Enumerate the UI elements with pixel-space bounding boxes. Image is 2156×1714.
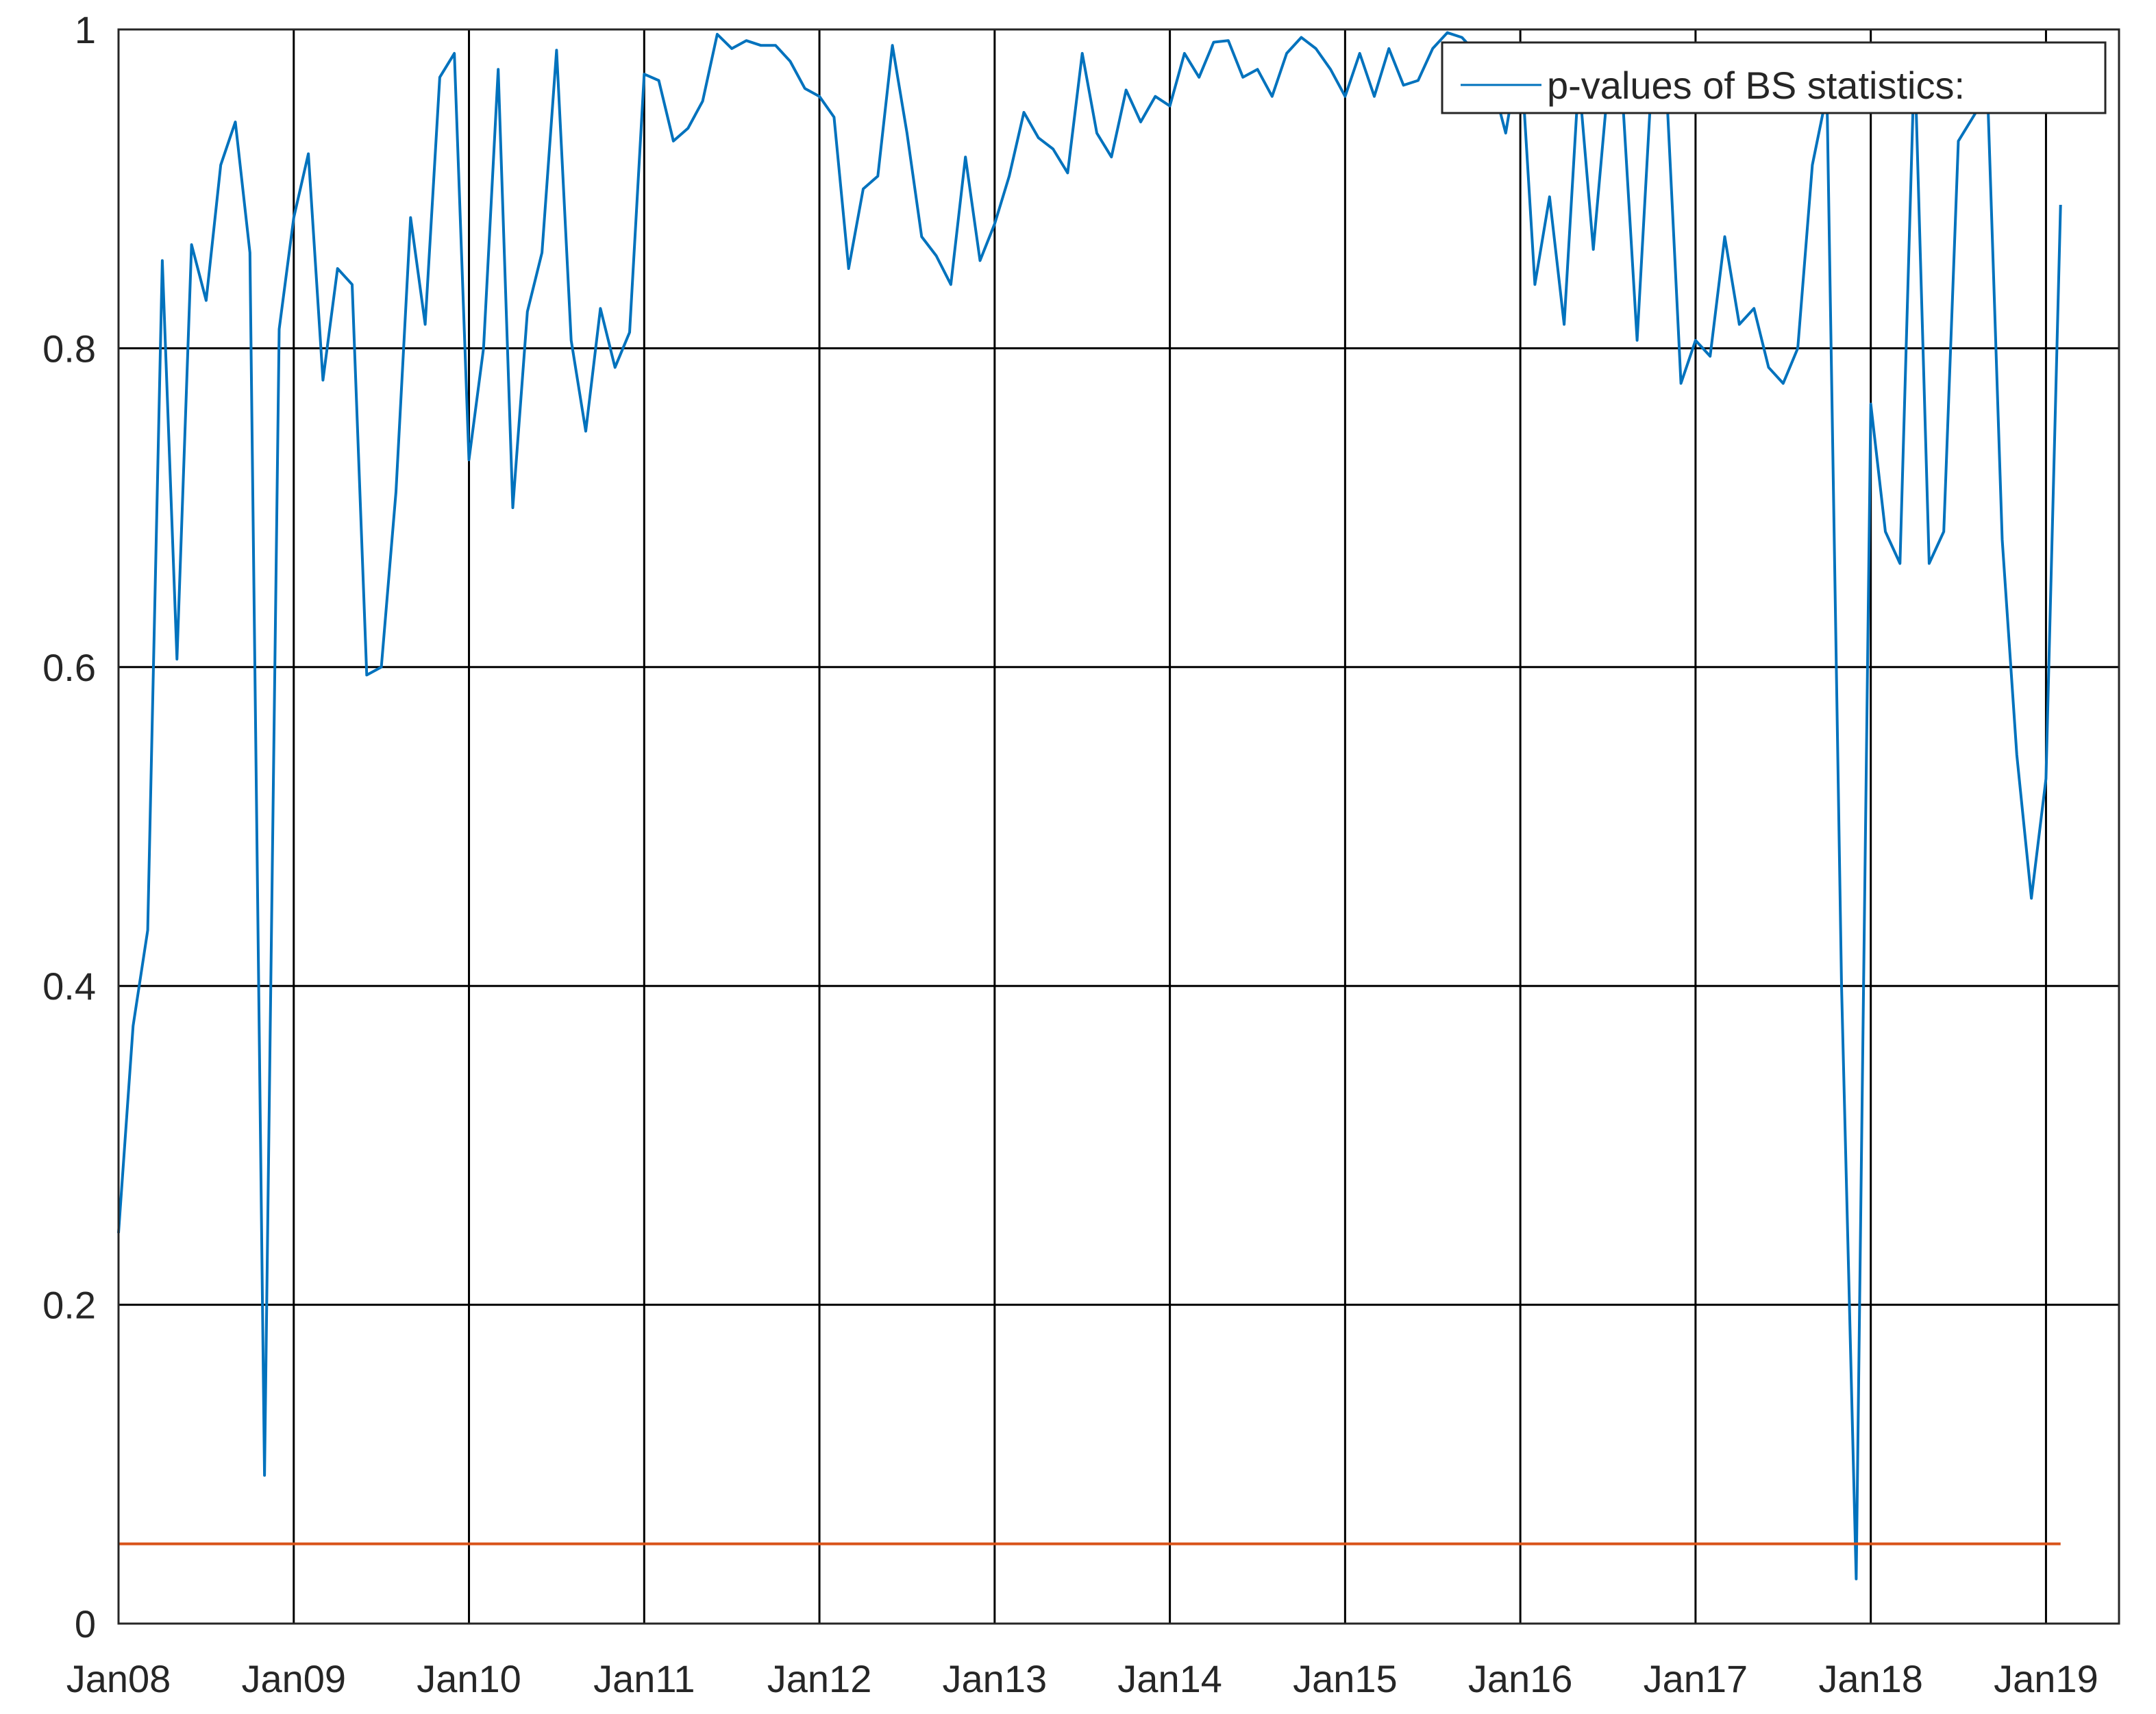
legend-box: [1441, 41, 2107, 114]
x-tick-label: Jan10: [417, 1657, 521, 1700]
y-tick-label: 0.6: [42, 646, 96, 689]
x-tick-label: Jan15: [1293, 1657, 1398, 1700]
y-tick-label: 1: [75, 8, 96, 51]
x-tick-label: Jan13: [943, 1657, 1048, 1700]
x-tick-label: Jan09: [241, 1657, 346, 1700]
axes-box: [117, 28, 2120, 1625]
x-tick-label: Jan17: [1644, 1657, 1748, 1700]
legend-entry-label: p-values of BS statistics:: [1547, 64, 1965, 107]
series-line-p-values: [117, 31, 2062, 1580]
x-tick-label: Jan08: [66, 1657, 171, 1700]
x-tick-label: Jan16: [1468, 1657, 1573, 1700]
tick-labels: Jan08 Jan09 Jan10 Jan11 Jan12 Jan13 Jan14 Jan15…: [42, 8, 2098, 1700]
y-tick-label: 0.8: [42, 327, 96, 370]
x-tick-label: Jan12: [767, 1657, 872, 1700]
x-tick-label: Jan14: [1117, 1657, 1222, 1700]
y-tick-label: 0: [75, 1602, 96, 1645]
x-tick-label: Jan18: [1818, 1657, 1923, 1700]
y-tick-label: 0.2: [42, 1284, 96, 1327]
grid-lines: [119, 29, 2119, 1624]
x-tick-label: Jan11: [593, 1657, 695, 1700]
series-layer: [117, 31, 2062, 1580]
legend: p-values of BS statistics:: [1441, 41, 2107, 114]
y-tick-label: 0.4: [42, 965, 96, 1008]
x-tick-label: Jan19: [1994, 1657, 2098, 1700]
